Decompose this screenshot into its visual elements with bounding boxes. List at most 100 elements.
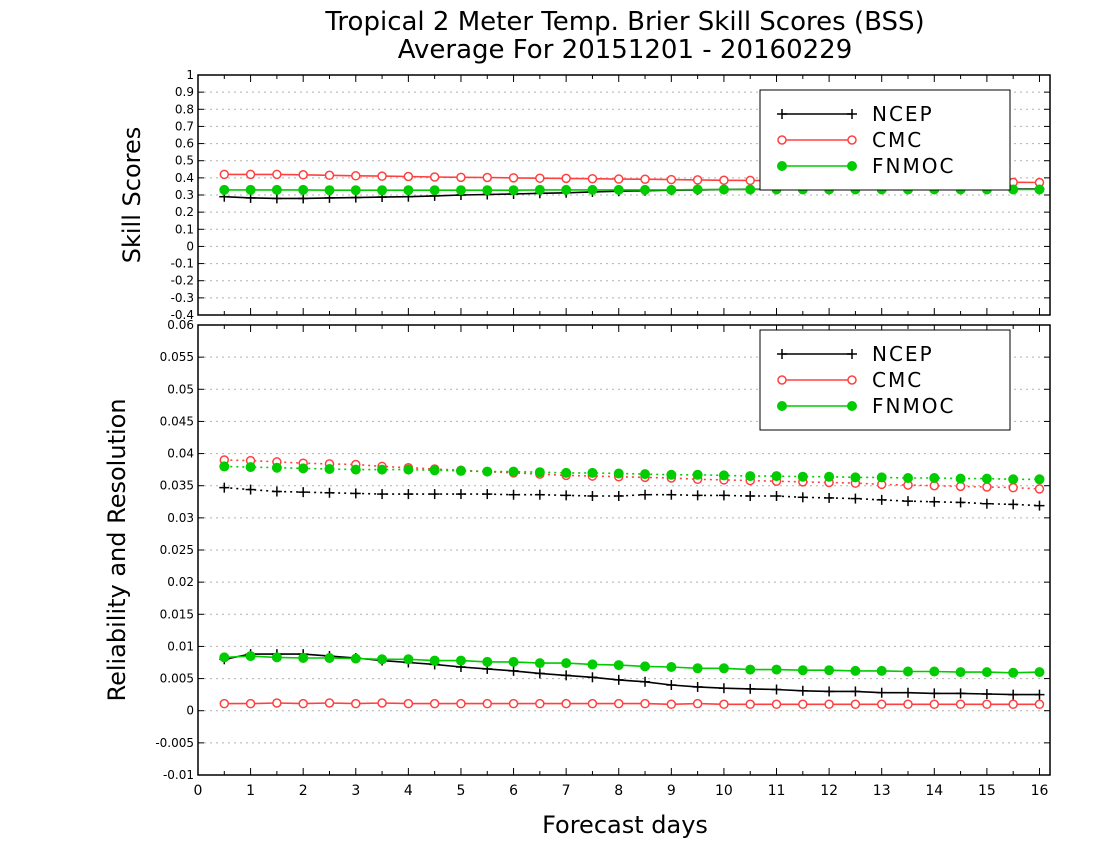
- series-line: [224, 702, 1040, 706]
- data-point: [429, 698, 440, 709]
- data-point: [613, 674, 624, 685]
- data-point: [1034, 474, 1045, 485]
- data-point: [298, 487, 309, 498]
- data-point: [271, 184, 282, 195]
- legend-entry-ncep: NCEP: [777, 342, 932, 366]
- data-point: [245, 169, 256, 180]
- x-tick-label: 13: [873, 783, 891, 799]
- data-point: [561, 658, 572, 669]
- data-point: [1034, 484, 1045, 494]
- data-point: [561, 184, 572, 195]
- data-point: [324, 653, 335, 663]
- data-point: [455, 489, 466, 500]
- x-tick-label: 0: [194, 783, 203, 799]
- data-point: [666, 662, 677, 672]
- series-ncep-reliability: [219, 649, 1045, 700]
- data-point: [219, 652, 230, 663]
- y-tick-label: 0.9: [175, 85, 194, 99]
- data-point: [876, 472, 887, 483]
- data-point: [534, 467, 545, 478]
- data-point: [692, 469, 703, 480]
- data-point: [587, 467, 598, 478]
- data-point: [847, 401, 857, 411]
- data-point: [981, 667, 992, 678]
- data-point: [587, 491, 598, 501]
- x-tick-label: 5: [457, 783, 466, 799]
- data-point: [777, 349, 787, 359]
- data-point: [613, 184, 624, 195]
- data-point: [403, 654, 414, 665]
- x-tick-label: 7: [562, 783, 571, 799]
- y-tick-label: -0.1: [171, 257, 194, 271]
- series-line: [224, 653, 1040, 696]
- data-point: [324, 185, 335, 196]
- x-tick-label: 4: [404, 783, 413, 799]
- data-point: [587, 173, 598, 184]
- data-point: [640, 174, 650, 184]
- data-point: [777, 375, 787, 385]
- series-cmc-reliability: [219, 698, 1045, 710]
- data-point: [455, 185, 466, 196]
- x-tick-label: 14: [925, 783, 943, 799]
- data-point: [745, 683, 756, 694]
- y-tick-label: 0.6: [175, 137, 194, 151]
- data-point: [876, 494, 887, 505]
- data-point: [719, 699, 729, 710]
- data-point: [876, 699, 887, 710]
- data-point: [508, 698, 519, 709]
- data-point: [587, 184, 598, 195]
- data-point: [847, 161, 857, 171]
- data-point: [613, 698, 624, 709]
- x-tick-label: 6: [509, 783, 518, 799]
- data-point: [482, 466, 493, 477]
- data-point: [777, 161, 787, 171]
- data-point: [982, 699, 992, 710]
- data-point: [219, 461, 230, 472]
- data-point: [955, 667, 966, 678]
- data-point: [640, 661, 651, 672]
- data-point: [613, 660, 624, 671]
- data-point: [534, 668, 545, 679]
- data-point: [324, 464, 335, 474]
- legend-entry-fnmoc: FNMOC: [777, 154, 953, 178]
- data-point: [613, 468, 624, 479]
- data-point: [534, 184, 545, 195]
- series-fnmoc-reliability: [219, 651, 1045, 678]
- data-point: [692, 663, 703, 674]
- x-tick-label: 2: [299, 783, 308, 799]
- data-point: [797, 665, 808, 676]
- x-tick-label: 1: [246, 783, 255, 799]
- data-point: [718, 683, 729, 694]
- y-tick-label: 1: [186, 68, 194, 82]
- y-tick-label: -0.4: [171, 308, 194, 322]
- y-tick-label: 0.01: [167, 639, 194, 653]
- data-point: [219, 698, 230, 709]
- data-point: [324, 170, 335, 181]
- data-point: [666, 174, 677, 185]
- data-point: [535, 698, 545, 709]
- data-point: [271, 652, 282, 663]
- data-point: [535, 173, 545, 183]
- x-tick-label: 8: [614, 783, 623, 799]
- legend-entry-ncep: NCEP: [777, 102, 932, 126]
- y-tick-label: -0.3: [171, 291, 194, 305]
- data-point: [640, 698, 650, 709]
- data-point: [876, 665, 887, 676]
- legend-label: CMC: [872, 128, 923, 152]
- data-point: [981, 498, 992, 509]
- data-point: [350, 464, 361, 475]
- data-point: [850, 686, 861, 697]
- y-tick-label: -0.2: [171, 274, 194, 288]
- x-tick-label: 11: [768, 783, 786, 799]
- data-point: [403, 185, 414, 196]
- x-tick-label: 15: [978, 783, 996, 799]
- y-tick-label: -0.005: [155, 736, 194, 750]
- y-tick-label: 0.055: [160, 350, 194, 364]
- data-point: [771, 699, 782, 710]
- data-point: [777, 135, 787, 145]
- y-tick-label: 0.3: [175, 188, 194, 202]
- data-point: [1034, 500, 1045, 511]
- data-point: [534, 489, 545, 500]
- data-point: [797, 492, 808, 503]
